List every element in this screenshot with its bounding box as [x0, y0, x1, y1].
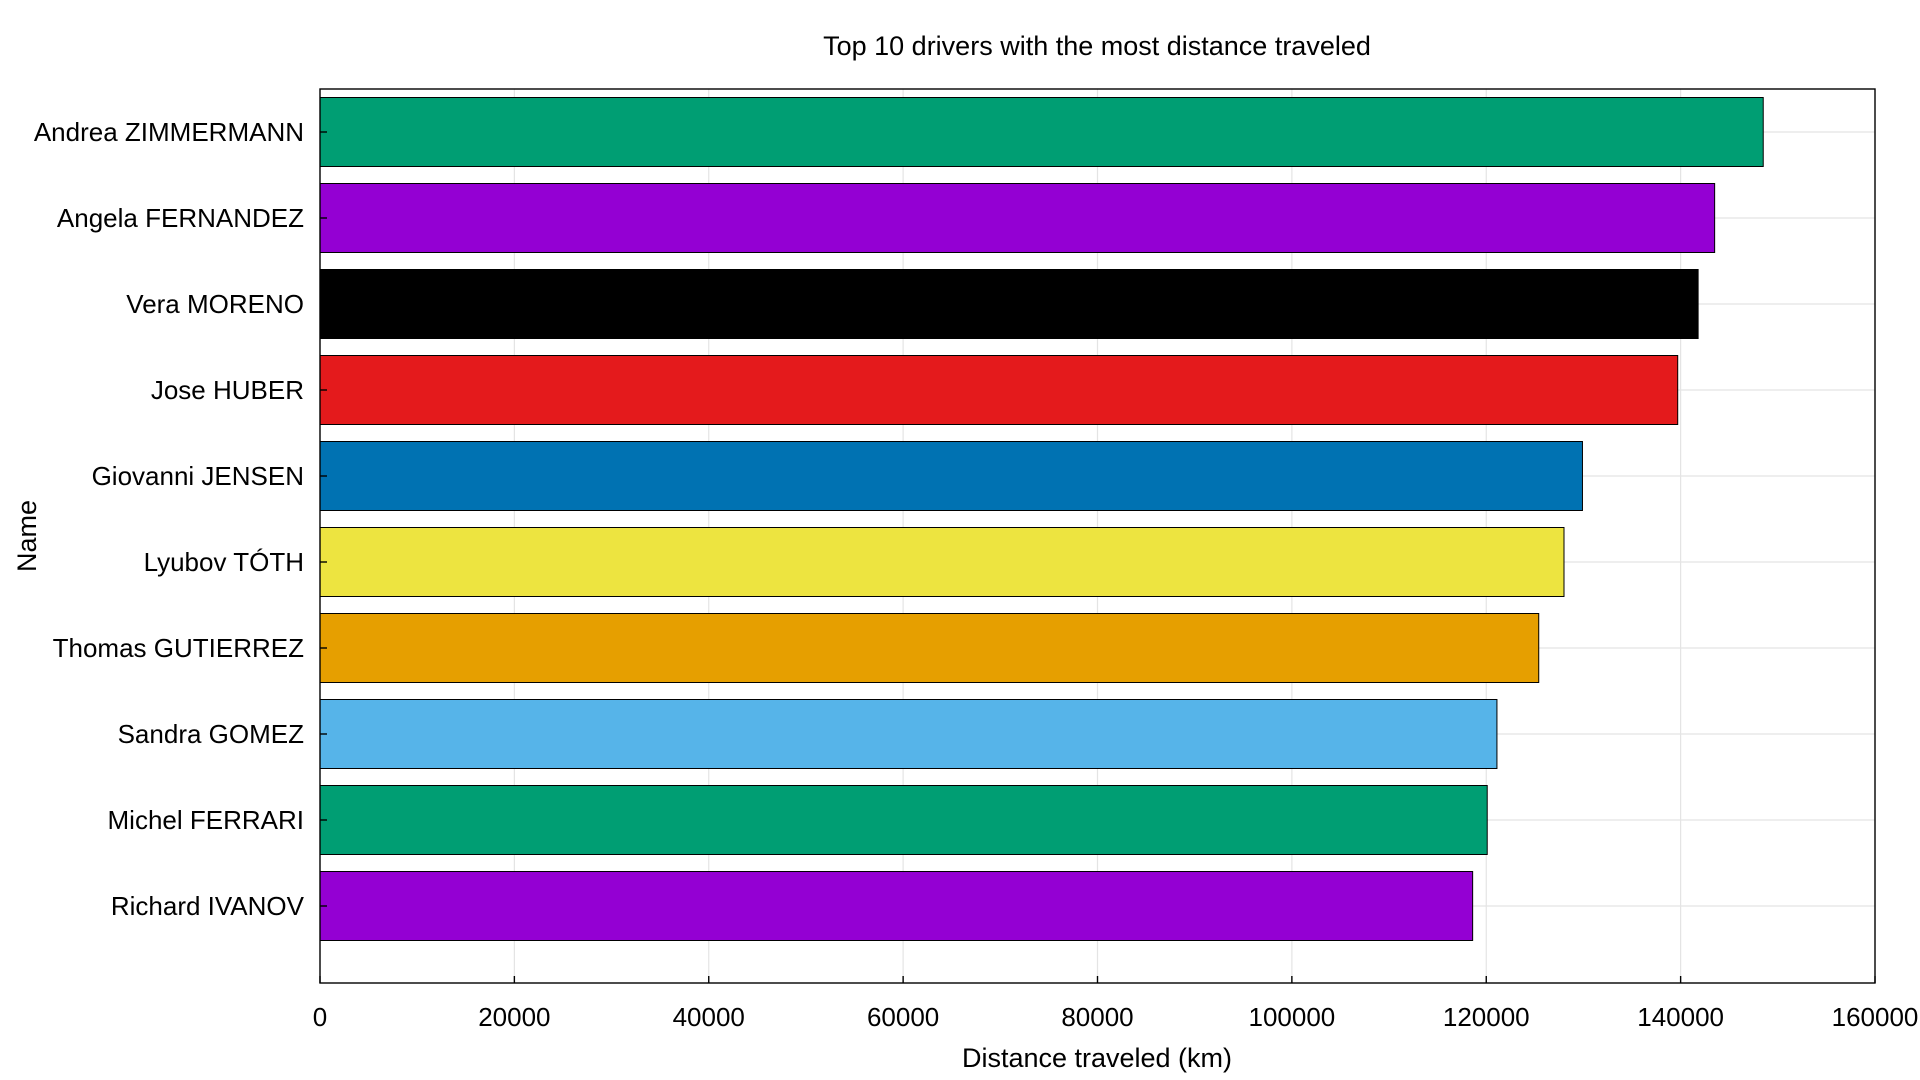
category-label: Michel FERRARI — [108, 805, 304, 835]
x-tick-label: 40000 — [673, 1002, 745, 1032]
plot-area-frame — [319, 88, 1876, 984]
bar — [319, 269, 1699, 339]
x-tick-label: 140000 — [1637, 1002, 1724, 1032]
chart-title: Top 10 drivers with the most distance tr… — [823, 31, 1371, 61]
category-label: Giovanni JENSEN — [92, 461, 304, 491]
bar — [319, 355, 1679, 425]
category-label: Richard IVANOV — [111, 891, 305, 921]
x-tick-label: 100000 — [1248, 1002, 1335, 1032]
x-tick-label: 0 — [313, 1002, 327, 1032]
y-axis-category-labels: Andrea ZIMMERMANN Angela FERNANDEZ Vera MO… — [34, 117, 305, 921]
bar — [319, 97, 1764, 167]
bars — [319, 97, 1764, 941]
x-tick-label: 20000 — [478, 1002, 550, 1032]
category-label: Angela FERNANDEZ — [57, 203, 304, 233]
bar — [319, 699, 1498, 769]
bar — [319, 613, 1540, 683]
bar — [319, 871, 1474, 941]
x-tick-label: 60000 — [867, 1002, 939, 1032]
y-axis-label: Name — [12, 500, 42, 572]
category-label: Thomas GUTIERREZ — [53, 633, 304, 663]
category-label: Andrea ZIMMERMANN — [34, 117, 304, 147]
x-tick-label: 120000 — [1443, 1002, 1530, 1032]
category-label: Sandra GOMEZ — [118, 719, 305, 749]
category-label: Lyubov TÓTH — [144, 547, 304, 577]
bar — [319, 183, 1716, 253]
x-tick-label: 80000 — [1061, 1002, 1133, 1032]
x-axis-ticks: 0 20000 40000 60000 80000 100000 120000 140000 1… — [313, 131, 1919, 1032]
category-label: Jose HUBER — [151, 375, 304, 405]
bar — [319, 441, 1583, 511]
bar — [319, 785, 1488, 855]
x-axis-label: Distance traveled (km) — [962, 1043, 1232, 1073]
x-tick-label: 160000 — [1832, 1002, 1919, 1032]
bar — [319, 527, 1565, 597]
category-label: Vera MORENO — [126, 289, 304, 319]
